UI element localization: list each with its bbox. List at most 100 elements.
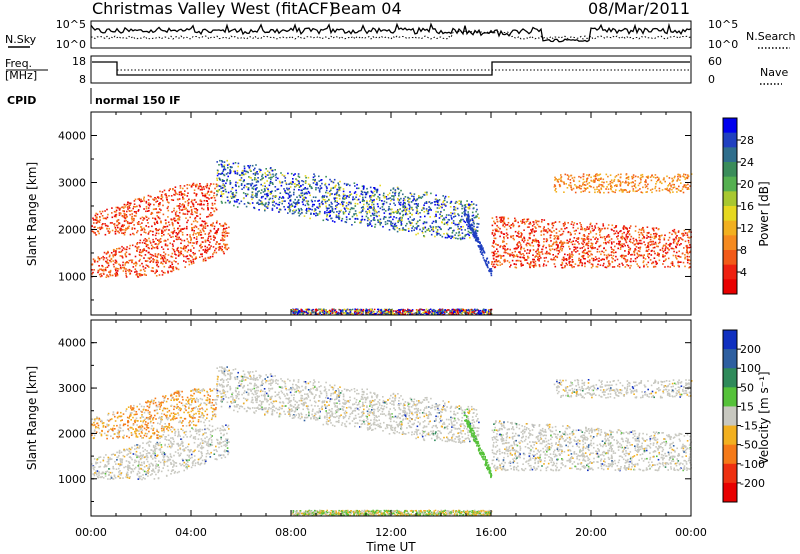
- power-point: [582, 229, 584, 231]
- power-point: [160, 241, 162, 243]
- power-point: [516, 235, 518, 237]
- power-point: [376, 190, 378, 192]
- power-point: [158, 216, 160, 218]
- power-point: [143, 240, 145, 242]
- power-point: [214, 197, 216, 199]
- power-point: [334, 179, 336, 181]
- power-point: [535, 265, 537, 267]
- power-point: [202, 193, 204, 195]
- power-point: [437, 204, 439, 206]
- power-point: [400, 222, 402, 224]
- power-point: [136, 270, 138, 272]
- power-point: [452, 213, 454, 215]
- power-point: [222, 171, 224, 173]
- power-point: [636, 263, 638, 265]
- power-point: [261, 175, 263, 177]
- power-point: [617, 265, 619, 267]
- power-point: [112, 260, 114, 262]
- power-point: [649, 241, 651, 243]
- power-point: [221, 160, 223, 162]
- power-point: [521, 233, 523, 235]
- power-point: [584, 242, 586, 244]
- power-point: [365, 192, 367, 194]
- power-point: [473, 203, 475, 205]
- power-point: [390, 216, 392, 218]
- power-point: [293, 192, 295, 194]
- power-point: [514, 251, 516, 253]
- power-point: [655, 186, 657, 188]
- power-point: [175, 236, 177, 238]
- power-point: [180, 187, 182, 189]
- power-point: [285, 192, 287, 194]
- power-point: [585, 239, 587, 241]
- power-point: [494, 251, 496, 253]
- power-point: [494, 223, 496, 225]
- power-point: [325, 176, 327, 178]
- power-point: [675, 255, 677, 257]
- power-point: [228, 232, 230, 234]
- power-point: [526, 242, 528, 244]
- power-point: [437, 229, 439, 231]
- power-point: [593, 187, 595, 189]
- power-point: [158, 243, 160, 245]
- power-point: [313, 177, 315, 179]
- power-point: [166, 197, 168, 199]
- power-point: [417, 221, 419, 223]
- power-point: [150, 203, 152, 205]
- power-point: [201, 256, 203, 258]
- power-point: [683, 262, 685, 264]
- power-point: [108, 232, 110, 234]
- power-point: [343, 191, 345, 193]
- power-point: [345, 210, 347, 212]
- power-point: [364, 219, 366, 221]
- power-point: [665, 188, 667, 190]
- power-point: [226, 232, 228, 234]
- power-point: [599, 190, 601, 192]
- power-point: [146, 219, 148, 221]
- power-point: [171, 262, 173, 264]
- power-point: [207, 238, 209, 240]
- power-point: [204, 251, 206, 253]
- power-point: [188, 199, 190, 201]
- power-point: [569, 253, 571, 255]
- power-point: [530, 223, 532, 225]
- power-point: [249, 169, 251, 171]
- power-point: [406, 208, 408, 210]
- power-point: [421, 231, 423, 233]
- power-point: [662, 263, 664, 265]
- power-point: [621, 257, 623, 259]
- power-point: [517, 245, 519, 247]
- power-point: [379, 199, 381, 201]
- power-point: [174, 253, 176, 255]
- power-point: [556, 228, 558, 230]
- power-point: [237, 170, 239, 172]
- power-point: [116, 262, 118, 264]
- power-point: [590, 251, 592, 253]
- power-point: [325, 206, 327, 208]
- power-point: [578, 260, 580, 262]
- power-point: [457, 224, 459, 226]
- power-point: [136, 250, 138, 252]
- power-point: [458, 232, 460, 234]
- power-point: [220, 179, 222, 181]
- power-point: [527, 219, 529, 221]
- power-point: [320, 188, 322, 190]
- power-point: [389, 217, 391, 219]
- power-point: [643, 260, 645, 262]
- power-point: [243, 198, 245, 200]
- power-point: [562, 233, 564, 235]
- power-point: [129, 248, 131, 250]
- power-point: [123, 232, 125, 234]
- power-point: [592, 228, 594, 230]
- power-point: [476, 204, 478, 206]
- power-point: [356, 188, 358, 190]
- power-point: [189, 234, 191, 236]
- power-point: [129, 260, 131, 262]
- power-point: [627, 245, 629, 247]
- power-point: [554, 263, 556, 265]
- power-point: [118, 248, 120, 250]
- power-point: [533, 266, 535, 268]
- power-point: [156, 232, 158, 234]
- power-point: [253, 188, 255, 190]
- power-point: [145, 254, 147, 256]
